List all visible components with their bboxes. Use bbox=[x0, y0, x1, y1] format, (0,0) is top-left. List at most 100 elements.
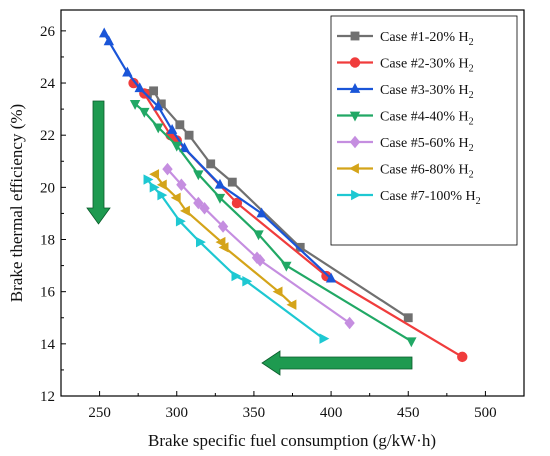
data-point bbox=[215, 236, 226, 248]
legend-label-main: Case #3-30% H bbox=[380, 83, 469, 98]
legend-item-5: Case #5-60% H2 bbox=[337, 135, 474, 154]
legend-marker bbox=[349, 163, 359, 174]
series-6 bbox=[149, 169, 297, 310]
data-point bbox=[254, 254, 266, 267]
legend-label-subscript: 2 bbox=[469, 90, 474, 101]
data-point bbox=[162, 162, 173, 176]
y-tick-label: 26 bbox=[40, 24, 56, 40]
legend-label-main: Case #5-60% H bbox=[380, 136, 469, 151]
data-point bbox=[149, 169, 160, 180]
y-tick-label: 22 bbox=[40, 128, 55, 144]
data-point bbox=[171, 141, 182, 152]
y-tick-label: 24 bbox=[40, 76, 56, 92]
legend-label: Case #6-80% H2 bbox=[380, 163, 474, 181]
legend-label-subscript: 2 bbox=[469, 37, 474, 48]
legend-item-1: Case #1-20% H2 bbox=[337, 30, 474, 48]
legend-label: Case #4-40% H2 bbox=[380, 110, 474, 128]
legend-item-2: Case #2-30% H2 bbox=[337, 57, 474, 75]
data-point bbox=[153, 123, 164, 134]
data-point bbox=[99, 27, 110, 38]
y-tick-label: 18 bbox=[40, 233, 55, 249]
data-point bbox=[196, 236, 206, 248]
legend-label: Case #7-100% H2 bbox=[380, 189, 481, 207]
data-point bbox=[103, 35, 115, 46]
legend-label: Case #3-30% H2 bbox=[380, 83, 474, 101]
data-point bbox=[231, 270, 242, 282]
series-layer bbox=[99, 27, 468, 363]
data-point bbox=[199, 201, 210, 215]
y-tick-label: 16 bbox=[40, 285, 56, 301]
data-point bbox=[281, 261, 292, 272]
data-point bbox=[153, 100, 164, 111]
data-point bbox=[406, 337, 417, 348]
data-point bbox=[256, 207, 267, 218]
data-point bbox=[176, 178, 187, 191]
x-tick-label: 500 bbox=[474, 405, 497, 421]
data-point bbox=[403, 313, 413, 323]
data-point bbox=[175, 120, 185, 130]
legend-label-subscript: 2 bbox=[469, 117, 474, 128]
data-point bbox=[251, 251, 263, 265]
data-point bbox=[128, 77, 139, 89]
data-point bbox=[218, 242, 229, 253]
data-point bbox=[193, 196, 204, 210]
data-point bbox=[143, 174, 154, 185]
legend-label-main: Case #6-80% H bbox=[380, 163, 469, 178]
legend-label-main: Case #2-30% H bbox=[380, 57, 469, 72]
data-point bbox=[214, 178, 226, 189]
legend-item-3: Case #3-30% H2 bbox=[337, 83, 474, 101]
down-arrow bbox=[86, 100, 111, 225]
data-point bbox=[179, 142, 190, 153]
x-tick-label: 400 bbox=[320, 405, 343, 421]
data-point bbox=[193, 170, 204, 181]
series-3 bbox=[99, 27, 337, 283]
legend-label-subscript: 2 bbox=[469, 170, 474, 181]
legend-label: Case #2-30% H2 bbox=[380, 57, 474, 75]
legend-marker bbox=[351, 189, 361, 201]
data-point bbox=[272, 286, 283, 297]
series-4 bbox=[129, 99, 417, 348]
legend-box bbox=[330, 15, 518, 246]
legend-marker bbox=[350, 31, 360, 41]
legend-label: Case #5-60% H2 bbox=[380, 136, 474, 154]
legend-label-main: Case #7-100% H bbox=[380, 189, 476, 204]
y-tick-label: 14 bbox=[40, 337, 56, 353]
data-point bbox=[149, 182, 160, 193]
data-point bbox=[206, 159, 216, 169]
x-tick-label: 300 bbox=[166, 405, 189, 421]
legend-item-4: Case #4-40% H2 bbox=[337, 110, 474, 128]
legend-label-subscript: 2 bbox=[469, 143, 474, 154]
y-tick-label: 20 bbox=[40, 180, 55, 196]
data-point bbox=[231, 197, 243, 209]
annotation-arrows bbox=[86, 100, 413, 376]
legend-label-subscript: 2 bbox=[469, 64, 474, 75]
data-point bbox=[180, 205, 190, 217]
legend-item-6: Case #6-80% H2 bbox=[337, 163, 474, 181]
data-point bbox=[139, 107, 150, 118]
data-point bbox=[344, 316, 355, 330]
x-tick-label: 250 bbox=[88, 405, 111, 421]
data-point bbox=[217, 220, 229, 233]
data-point bbox=[457, 351, 468, 363]
x-tick-label: 350 bbox=[243, 405, 266, 421]
x-axis-title: Brake specific fuel consumption (g/kW·h) bbox=[148, 431, 436, 450]
data-point bbox=[149, 86, 159, 96]
legend-marker bbox=[349, 135, 361, 149]
data-point bbox=[253, 230, 264, 241]
legend-label-main: Case #4-40% H bbox=[380, 110, 469, 125]
legend-item-7: Case #7-100% H2 bbox=[337, 189, 481, 207]
data-point bbox=[166, 123, 178, 134]
data-point bbox=[227, 177, 237, 187]
data-point bbox=[122, 66, 133, 77]
legend-label-main: Case #1-20% H bbox=[380, 30, 469, 45]
legend-marker bbox=[349, 83, 361, 93]
y-tick-label: 12 bbox=[40, 389, 55, 405]
series-7 bbox=[143, 174, 330, 344]
data-point bbox=[242, 276, 253, 287]
data-point bbox=[170, 192, 181, 203]
data-point bbox=[295, 242, 305, 252]
data-point bbox=[286, 299, 297, 310]
